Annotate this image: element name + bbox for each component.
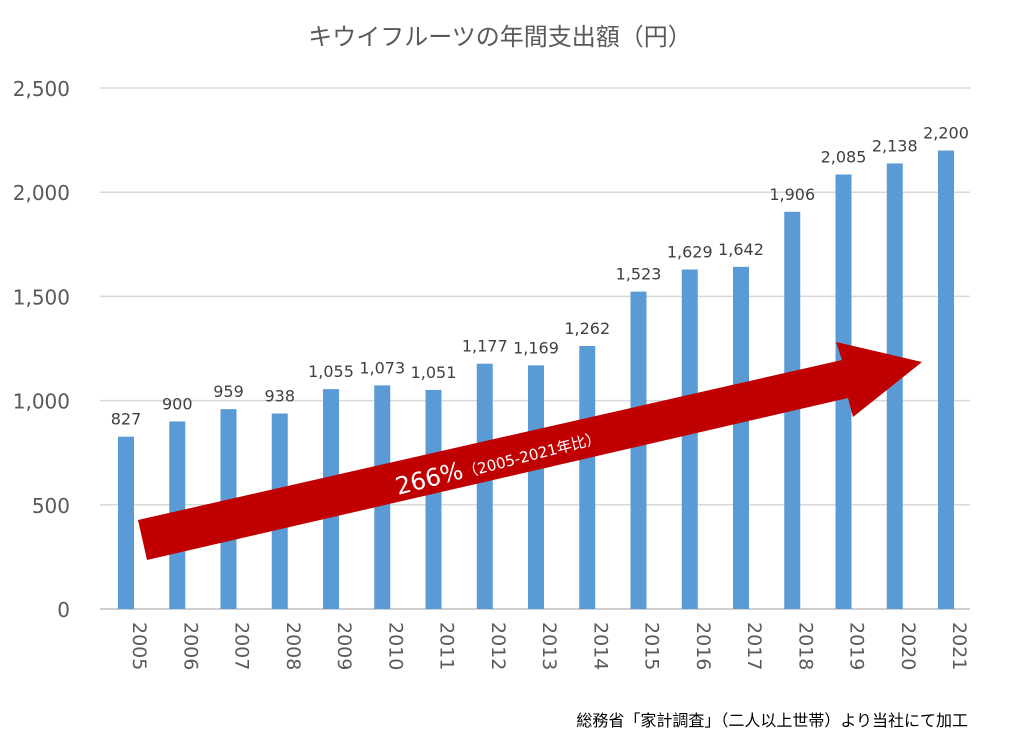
bar-2011 [425,389,442,609]
data-label: 2,138 [872,136,918,155]
data-label: 1,055 [308,362,354,381]
x-tick-label: 2019 [846,622,868,670]
x-tick-label: 2008 [282,622,304,670]
data-label: 2,200 [923,124,969,143]
data-label: 1,262 [564,319,610,338]
y-tick-label: 500 [32,494,70,518]
bar-2015 [630,291,647,609]
data-label: 1,906 [769,185,815,204]
data-label: 1,642 [718,240,764,259]
x-tick-label: 2016 [692,622,714,670]
bar-2005 [118,436,134,609]
bar-2012 [476,363,493,609]
x-tick-label: 2018 [794,622,816,670]
x-tick-label: 2017 [743,622,765,670]
bar-2017 [733,266,749,609]
y-tick-label: 2,500 [13,77,70,101]
chart-title: キウイフルーツの年間支出額（円） [308,23,692,51]
x-tick-label: 2015 [641,622,663,670]
x-tick-label: 2013 [538,622,560,670]
x-tick-label: 2007 [231,622,253,670]
data-label: 1,629 [667,243,713,262]
x-tick-label: 2020 [897,622,919,670]
x-tick-label: 2006 [179,622,201,670]
bar-2021 [938,150,954,609]
trend-arrow-shape [138,342,922,560]
y-tick-label: 0 [57,598,70,622]
bar-2014 [579,345,596,609]
x-tick-label: 2009 [333,622,355,670]
y-tick-label: 1,500 [13,285,70,309]
bar-2016 [681,269,698,609]
data-label: 1,523 [616,265,662,284]
source-note: 総務省「家計調査」（二人以上世帯）より当社にて加工 [576,711,968,730]
x-tick-label: 2012 [487,622,509,670]
bar-2020 [886,163,903,609]
bar-2013 [528,365,544,609]
y-tick-label: 1,000 [13,390,70,414]
y-tick-label: 2,000 [13,181,70,205]
data-label: 1,169 [513,338,559,357]
data-label: 938 [264,387,295,406]
data-label: 1,073 [359,358,405,377]
x-tick-label: 2011 [436,622,458,670]
data-label: 2,085 [821,147,867,166]
data-label: 900 [162,394,193,413]
data-label: 1,051 [411,363,457,382]
data-label: 1,177 [462,337,508,356]
data-label: 959 [213,382,244,401]
data-label: 827 [111,410,142,429]
x-tick-label: 2021 [948,622,970,670]
x-tick-label: 2010 [384,622,406,670]
x-tick-label: 2014 [589,622,611,670]
x-tick-label: 2005 [128,622,150,670]
